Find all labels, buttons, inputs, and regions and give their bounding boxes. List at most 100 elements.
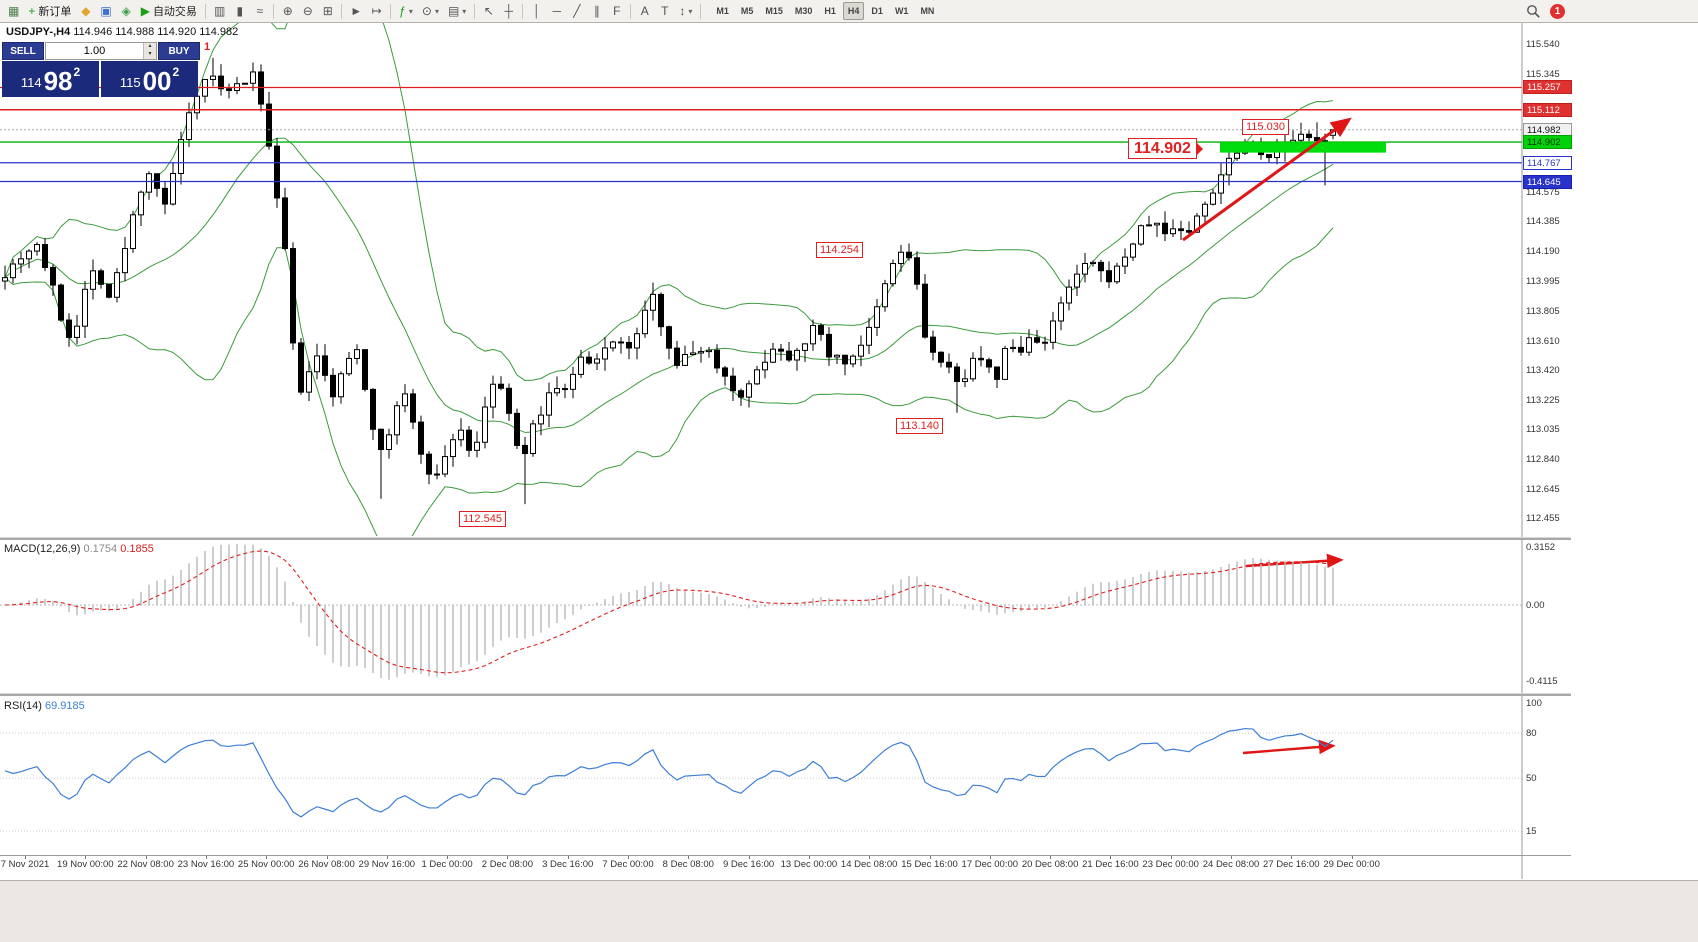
candle-body bbox=[794, 349, 800, 361]
autotrading-button[interactable]: ▶ 自动交易 bbox=[137, 2, 201, 21]
timeframe-toolbar: M1 M5 M15 M30 H1 H4 D1 W1 MN bbox=[711, 2, 939, 20]
annotation-label-1[interactable]: 1 bbox=[204, 41, 211, 53]
timeframe-m5-button[interactable]: M5 bbox=[740, 6, 754, 16]
cursor-button[interactable]: ↖ bbox=[479, 2, 498, 21]
zoom-in-button[interactable]: ⊕ bbox=[278, 2, 297, 21]
price-axis-tick: 112.455 bbox=[1526, 513, 1560, 524]
macd-axis-tick: -0.4115 bbox=[1526, 675, 1558, 687]
trendline-button[interactable]: ╱ bbox=[567, 2, 586, 21]
horizontal-line-button[interactable]: ─ bbox=[547, 2, 566, 21]
line-chart-button[interactable]: ≈ bbox=[250, 2, 269, 21]
buy-price-display[interactable]: 115 00 2 bbox=[101, 61, 198, 97]
candle-body bbox=[1042, 341, 1048, 344]
annotation-label-114.902[interactable]: 114.902 bbox=[1128, 138, 1203, 159]
pane-separator-rsi[interactable] bbox=[0, 693, 1571, 696]
timeframe-h4-button[interactable]: H4 bbox=[842, 2, 865, 20]
symbol-timeframe-label: USDJPY-,H4 bbox=[6, 26, 71, 38]
new-order-button[interactable]: + 新订单 bbox=[24, 2, 75, 21]
annotation-label-113.140[interactable]: 113.140 bbox=[896, 418, 943, 434]
metaeditor-button[interactable]: ◆ bbox=[76, 2, 95, 21]
price-axis-tick: 113.225 bbox=[1526, 394, 1560, 406]
timeframe-m1-button[interactable]: M1 bbox=[716, 6, 729, 16]
candle-body bbox=[722, 367, 728, 377]
tile-windows-button[interactable]: ⊞ bbox=[318, 2, 337, 21]
candle-body bbox=[1010, 346, 1016, 349]
candle-body bbox=[1074, 273, 1080, 288]
candle-body bbox=[1242, 144, 1248, 154]
candle-body bbox=[402, 393, 408, 407]
lot-increase-button[interactable]: ▴ bbox=[144, 43, 156, 51]
bar-chart-button[interactable]: ▥ bbox=[210, 2, 229, 21]
lot-decrease-button[interactable]: ▾ bbox=[144, 51, 156, 59]
search-button[interactable] bbox=[1522, 2, 1545, 21]
timeframe-m30-button[interactable]: M30 bbox=[794, 6, 813, 16]
search-icon bbox=[1527, 4, 1540, 18]
candle-body bbox=[1154, 222, 1160, 226]
rsi-pane[interactable] bbox=[0, 727, 1522, 832]
timeframe-h1-button[interactable]: H1 bbox=[824, 6, 836, 16]
bollinger-middle-band bbox=[4, 137, 1334, 433]
indicators-button[interactable]: ƒ ▾ bbox=[395, 2, 417, 21]
periods-button[interactable]: ⊙ ▾ bbox=[418, 2, 443, 21]
annotation-label-112.545[interactable]: 112.545 bbox=[459, 511, 506, 527]
candle-body bbox=[418, 421, 424, 455]
candle-body bbox=[1002, 347, 1008, 380]
new-order-icon: + bbox=[28, 3, 36, 18]
crosshair-button[interactable]: ┼ bbox=[499, 2, 518, 21]
timeframe-d1-button[interactable]: D1 bbox=[871, 6, 883, 16]
sell-button[interactable]: SELL bbox=[2, 42, 44, 60]
trend-arrow-2[interactable] bbox=[1245, 553, 1344, 568]
auto-scroll-button[interactable]: ► bbox=[346, 2, 366, 21]
channel-button[interactable]: ∥ bbox=[587, 2, 606, 21]
toolbar-buttons-group: ▦ + 新订单 ◆ ▣ ◈ ▶ 自动交易 ▥ ▮ ≈ ⊕ ⊖ ⊞ ► ↦ ƒ ▾ ⊙ ▾ ▤ ▾ ↖ ┼ │ ─ ╱ ∥ F A T ↕ ▾ bbox=[4, 2, 704, 21]
candle-body bbox=[954, 366, 960, 382]
time-axis-label: 24 Dec 08:00 bbox=[1202, 859, 1260, 870]
zoom-out-button[interactable]: ⊖ bbox=[298, 2, 317, 21]
notification-badge[interactable]: 1 bbox=[1550, 3, 1565, 19]
trend-arrow-3[interactable] bbox=[1242, 739, 1336, 755]
candle-body bbox=[10, 263, 16, 279]
candle-body bbox=[666, 326, 672, 349]
bar-chart-icon: ▥ bbox=[213, 3, 226, 18]
timeframe-m15-button[interactable]: M15 bbox=[765, 6, 783, 16]
arrows-button[interactable]: ↕ ▾ bbox=[675, 2, 696, 21]
timeframe-mn-button[interactable]: MN bbox=[920, 6, 935, 16]
candlestick-chart-button[interactable]: ▮ bbox=[230, 2, 249, 21]
chart-shift-button[interactable]: ↦ bbox=[367, 2, 386, 21]
time-axis-label: 25 Nov 00:00 bbox=[237, 859, 295, 870]
text-label-button[interactable]: T bbox=[655, 2, 674, 21]
fibonacci-button[interactable]: F bbox=[607, 2, 626, 21]
terminal-button[interactable]: ▣ bbox=[96, 2, 115, 21]
toolbar-separator bbox=[522, 3, 524, 19]
annotation-label-114.254[interactable]: 114.254 bbox=[816, 242, 863, 258]
annotation-label-115.030[interactable]: 115.030 bbox=[1242, 119, 1289, 135]
candle-body bbox=[538, 414, 544, 425]
trend-arrow-1[interactable] bbox=[1182, 117, 1352, 242]
time-axis-label: 22 Nov 08:00 bbox=[117, 859, 174, 870]
timeframe-w1-button[interactable]: W1 bbox=[894, 6, 909, 16]
price-tag-115.112: 115.112 bbox=[1523, 102, 1572, 117]
main-price-pane[interactable] bbox=[0, 0, 1522, 555]
metaeditor-icon: ◆ bbox=[81, 3, 91, 18]
vertical-line-button[interactable]: │ bbox=[527, 2, 546, 21]
candle-body bbox=[274, 145, 280, 199]
candle-body bbox=[394, 405, 400, 436]
candle-body bbox=[874, 306, 880, 328]
lot-size-input[interactable] bbox=[46, 43, 143, 59]
macd-pane[interactable] bbox=[0, 544, 1522, 680]
templates-button[interactable]: ▤ ▾ bbox=[444, 2, 470, 21]
candle-body bbox=[898, 251, 904, 265]
trade-controls-row: SELL ▴ ▾ BUY bbox=[2, 42, 200, 60]
channel-icon: ∥ bbox=[593, 3, 600, 18]
candle-body bbox=[1258, 144, 1264, 156]
navigator-button[interactable]: ◈ bbox=[117, 2, 136, 21]
support-zone-rect[interactable] bbox=[1220, 142, 1386, 153]
new-chart-button[interactable]: ▦ bbox=[4, 2, 23, 21]
sell-price-display[interactable]: 114 98 2 bbox=[2, 61, 99, 97]
buy-button[interactable]: BUY bbox=[158, 42, 200, 60]
pane-separator-macd[interactable] bbox=[0, 537, 1571, 540]
price-tag-114.767: 114.767 bbox=[1523, 155, 1572, 170]
text-button[interactable]: A bbox=[635, 2, 654, 21]
